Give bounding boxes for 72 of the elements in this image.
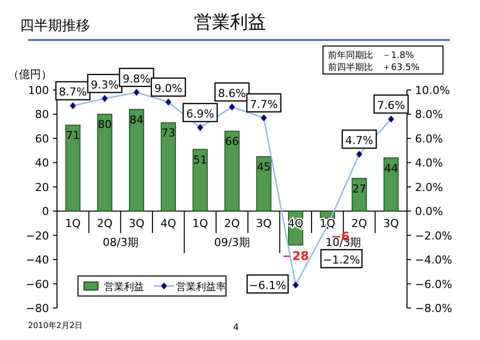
x-tick-label: 2Q	[96, 217, 113, 230]
data-label: 27	[352, 182, 366, 196]
x-tick-label: 4Q	[160, 217, 177, 230]
data-label: 8.7%	[58, 86, 87, 99]
bar	[256, 156, 272, 212]
chart-title: 営業利益	[194, 12, 266, 33]
data-label: −28	[282, 249, 310, 264]
y2-tick-label: −4.0%	[415, 254, 452, 267]
bar	[160, 122, 176, 212]
x-tick-label: 3Q	[128, 217, 145, 230]
data-label: −6.1%	[249, 278, 286, 292]
text: 前四半期比 ＋63.5%	[328, 62, 420, 73]
data-label: 66	[225, 135, 239, 148]
data-label: 9.0%	[154, 82, 182, 96]
y-tick-label: 80	[35, 108, 49, 122]
y2-tick-label: −8.0%	[415, 302, 452, 315]
y-tick-label: 20	[35, 180, 49, 194]
y-axis-title: （億円）	[8, 68, 52, 81]
y2-tick-label: 4.0%	[415, 156, 443, 170]
x-tick-label: 4Q	[288, 217, 304, 230]
data-label: 7.6%	[377, 99, 406, 112]
y2-tick-label: 8.0%	[415, 108, 443, 122]
data-label: 44	[384, 162, 398, 175]
data-label: 80	[98, 118, 112, 132]
y2-tick-label: 2.0%	[415, 180, 443, 194]
data-label: 51	[193, 153, 208, 166]
chart-subtitle: 四半期推移	[20, 18, 90, 34]
data-label: 9.8%	[122, 72, 151, 86]
text: 前年同期比 －1.8%	[328, 50, 414, 61]
data-label: 8.6%	[218, 86, 246, 100]
y-tick-label: −60	[26, 278, 49, 291]
bar	[352, 178, 367, 212]
data-label: 6.9%	[186, 108, 214, 121]
y2-tick-label: −2.0%	[415, 229, 452, 242]
legend-label: 営業利益	[104, 281, 144, 293]
bar	[224, 130, 240, 212]
data-label: 45	[256, 160, 271, 174]
text: 2010年2月2日	[28, 321, 83, 330]
x-tick-label: 2Q	[224, 217, 240, 230]
legend-label: 営業利益率	[176, 281, 226, 293]
data-label: −1.2%	[322, 254, 360, 267]
data-label: 9.3%	[90, 78, 119, 92]
x-tick-label: 2Q	[351, 217, 368, 230]
data-label: 73	[161, 126, 176, 140]
y-tick-label: −20	[26, 229, 49, 242]
y-tick-label: 60	[35, 132, 49, 146]
bar	[128, 108, 144, 212]
y-tick-label: −40	[26, 254, 49, 267]
data-label: 84	[130, 113, 144, 126]
text: 4	[233, 323, 240, 333]
y-tick-label: −80	[26, 302, 49, 315]
annotation: 08/3期	[102, 236, 138, 250]
y-tick-label: 0	[42, 205, 49, 218]
annotation: 09/3期	[214, 236, 250, 250]
y2-tick-label: 0.0%	[415, 205, 443, 218]
x-tick-label: 1Q	[192, 217, 208, 230]
bar	[192, 148, 208, 212]
bar	[65, 124, 80, 212]
data-label: 4.7%	[345, 134, 374, 148]
y2-tick-label: −6.0%	[415, 278, 452, 291]
bar	[97, 114, 112, 212]
x-tick-label: 1Q	[320, 217, 336, 230]
data-label: 71	[66, 129, 80, 142]
y2-tick-label: 10.0%	[415, 84, 450, 97]
x-tick-label: 3Q	[256, 217, 272, 230]
x-tick-label: 3Q	[383, 217, 400, 230]
bar	[384, 157, 399, 212]
y-tick-label: 40	[35, 156, 49, 170]
x-tick-label: 1Q	[65, 217, 82, 230]
y-tick-label: 100	[28, 84, 49, 97]
data-label: 7.7%	[250, 98, 278, 111]
y2-tick-label: 6.0%	[415, 132, 443, 146]
